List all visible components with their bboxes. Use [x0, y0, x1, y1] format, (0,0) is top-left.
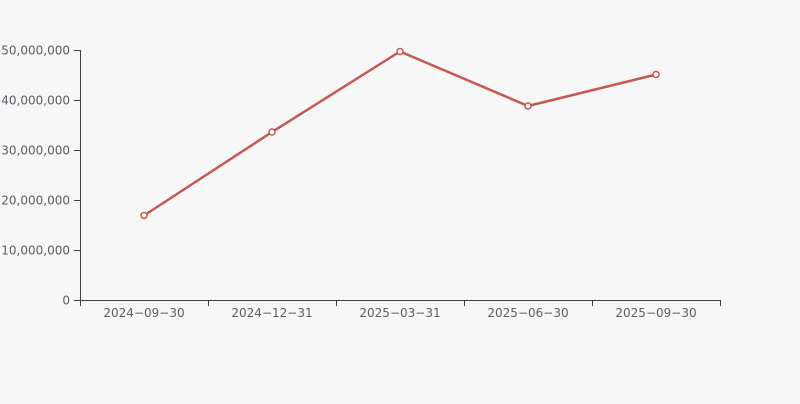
data-series-line [142, 50, 658, 217]
data-point-marker [140, 211, 148, 220]
y-axis-tick-label: 0 [62, 294, 70, 308]
y-axis-tick-label: 20,000,000 [1, 194, 70, 208]
x-axis-tick-label: 2024−12−31 [231, 306, 312, 320]
y-axis-tick-label: 40,000,000 [1, 94, 70, 108]
x-axis-tick-label: 2025−06−30 [487, 306, 568, 320]
x-axis-tick-label: 2025−03−31 [359, 306, 440, 320]
y-axis-tick-label: 30,000,000 [1, 144, 70, 158]
y-axis-tick-label: 10,000,000 [1, 244, 70, 258]
y-axis-tick-label: 50,000,000 [1, 44, 70, 58]
data-point-marker [524, 102, 532, 110]
x-axis-tick-label: 2025−09−30 [615, 306, 696, 320]
data-point-marker [396, 47, 404, 56]
data-point-marker [268, 128, 276, 136]
data-point-marker [652, 70, 660, 79]
x-axis-tick-label: 2024−09−30 [103, 306, 184, 320]
